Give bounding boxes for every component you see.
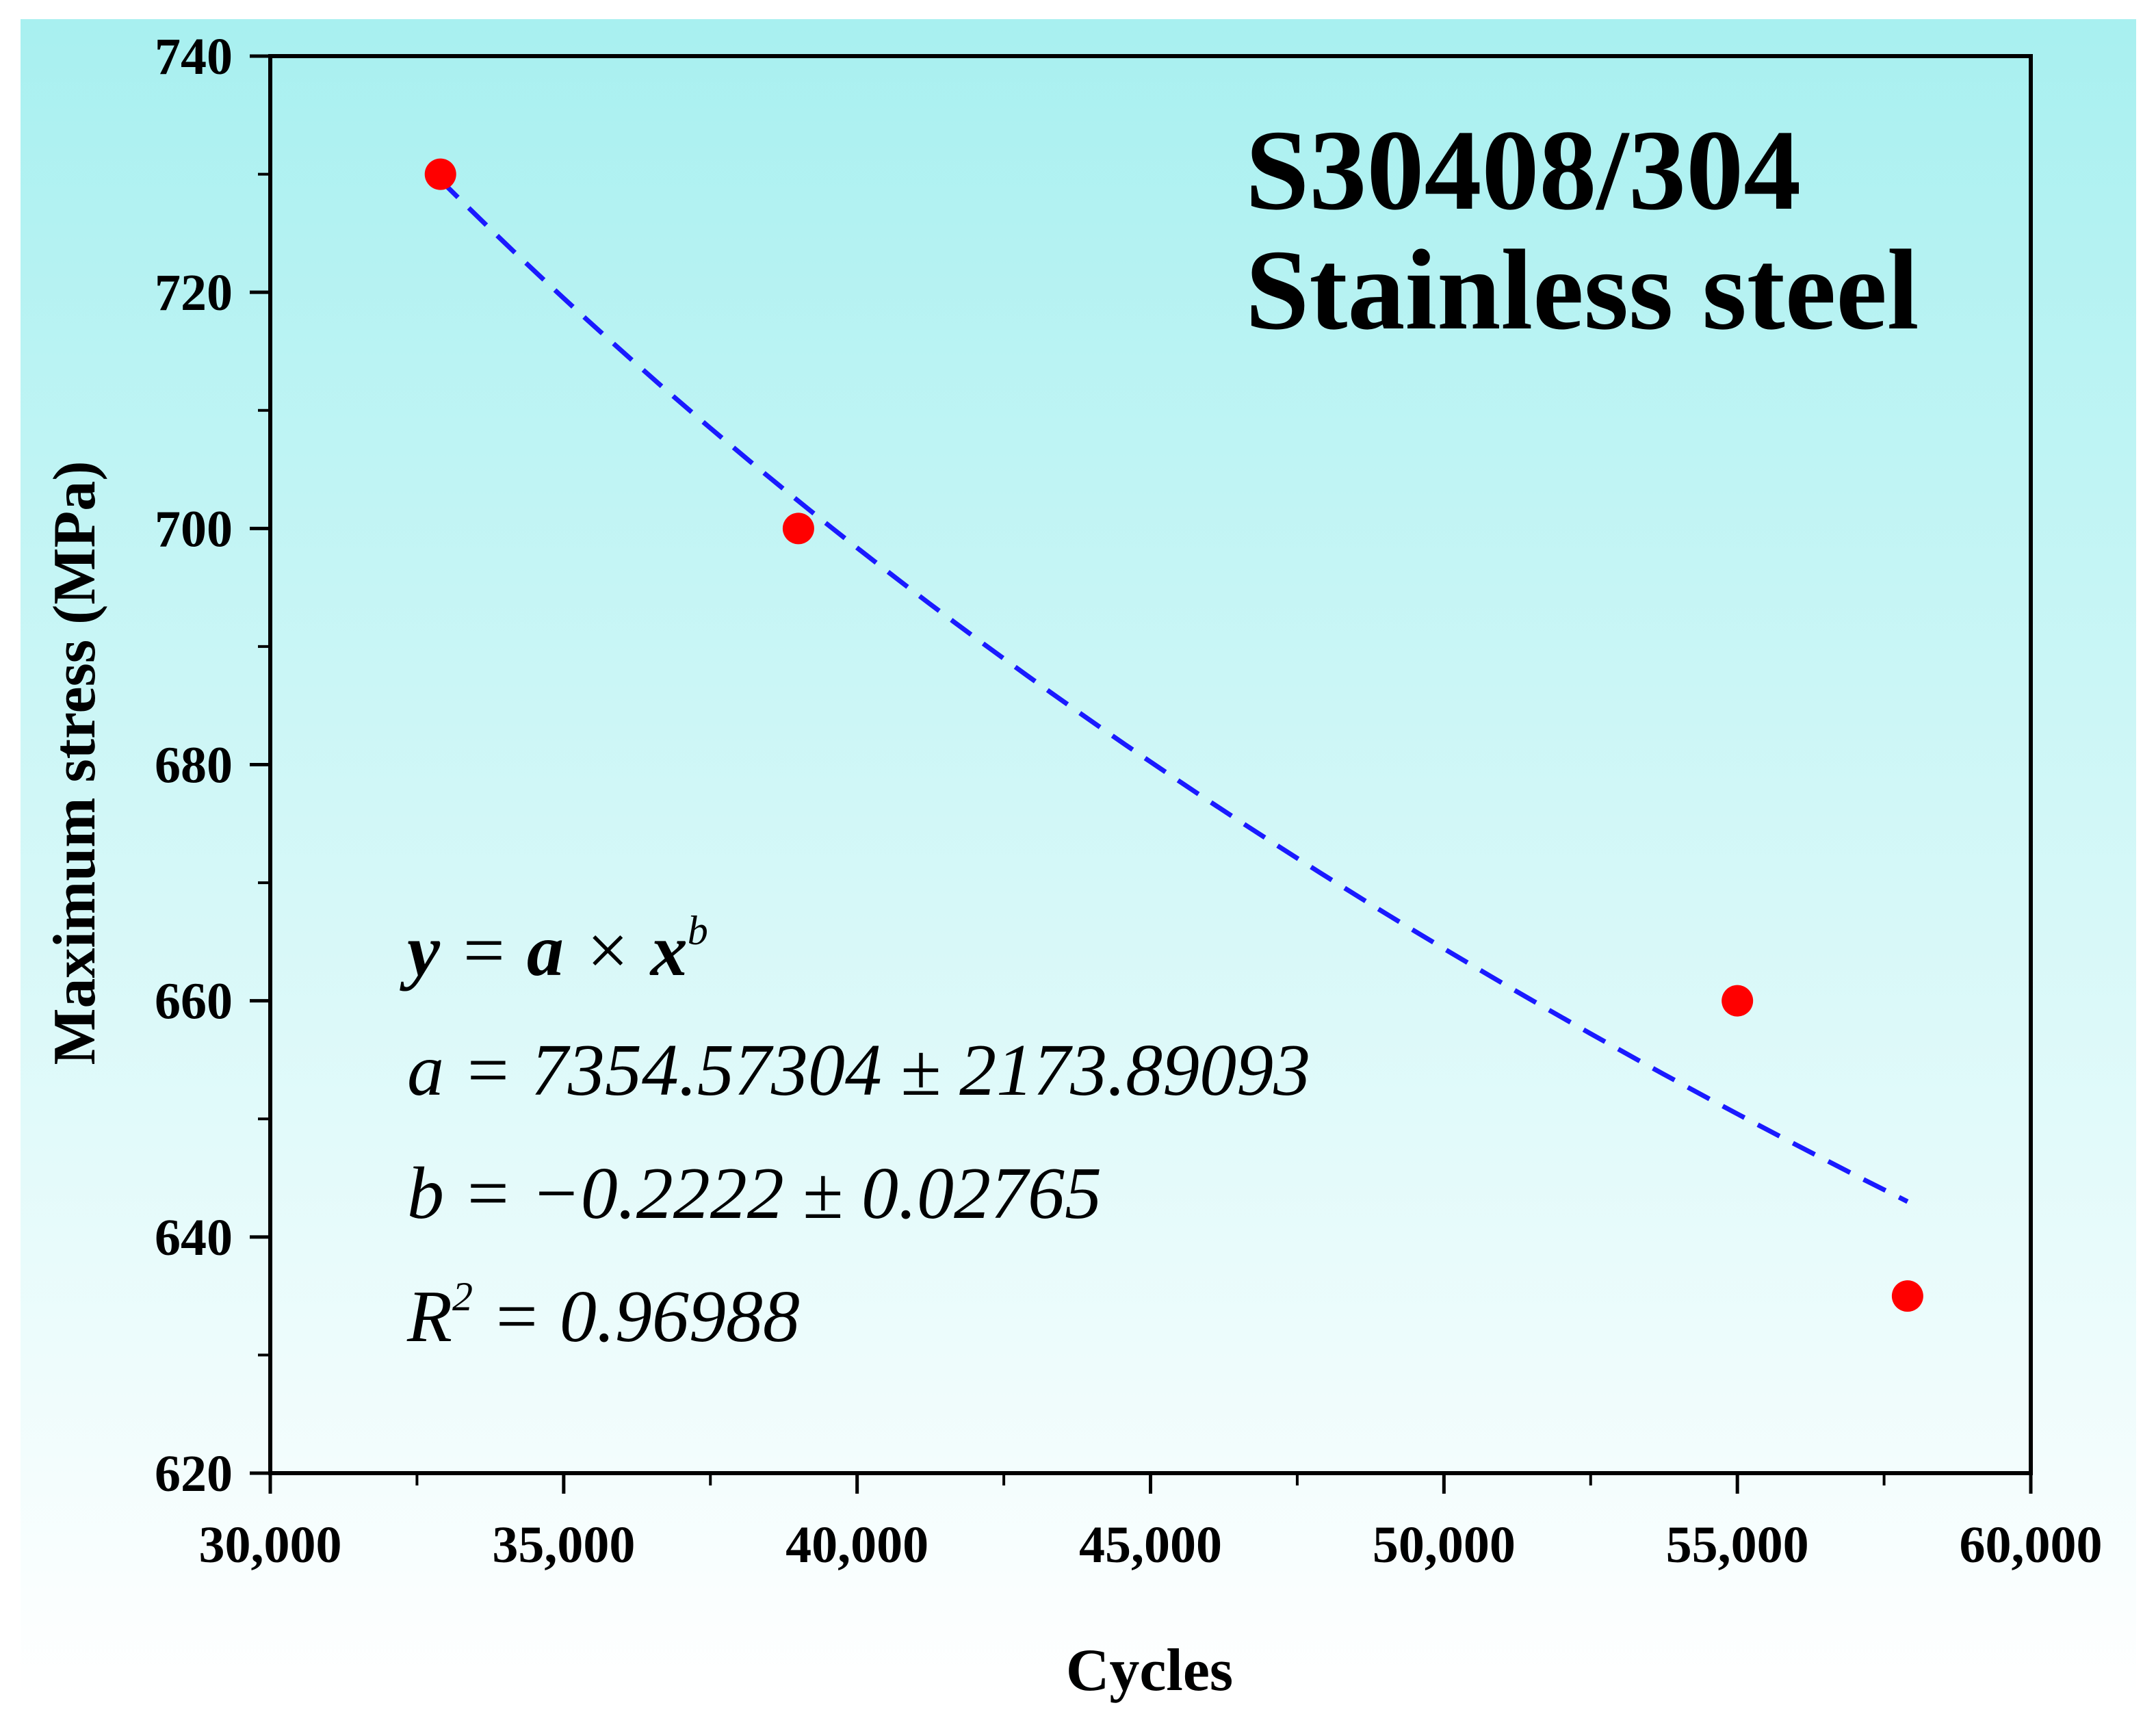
material-title-line1: S30408/304 xyxy=(1245,107,1801,234)
x-tick-label: 35,000 xyxy=(492,1516,635,1574)
y-tick-label: 620 xyxy=(155,1445,233,1503)
data-point xyxy=(1891,1280,1923,1312)
fit-equation: y = a × xb xyxy=(400,908,708,991)
x-tick-label: 50,000 xyxy=(1373,1516,1516,1574)
x-tick-label: 30,000 xyxy=(199,1516,342,1574)
y-tick-label: 720 xyxy=(155,264,233,322)
x-tick-label: 60,000 xyxy=(1960,1516,2103,1574)
x-tick-label: 45,000 xyxy=(1079,1516,1222,1574)
x-axis-title: Cycles xyxy=(1066,1637,1233,1704)
y-tick-label: 660 xyxy=(155,973,233,1030)
material-title-line2: Stainless steel xyxy=(1245,226,1919,354)
y-axis-title: Maximum stress (MPa) xyxy=(42,460,108,1065)
data-point xyxy=(782,512,814,545)
fit-r-squared: R2 = 0.96988 xyxy=(406,1274,800,1358)
chart-background xyxy=(21,19,2136,1696)
y-tick-label: 680 xyxy=(155,737,233,794)
fit-line xyxy=(439,178,1909,1204)
y-tick-label: 740 xyxy=(155,28,233,86)
fit-param-b: b = −0.2222 ± 0.02765 xyxy=(407,1153,1102,1234)
data-point xyxy=(424,158,456,190)
y-tick-label: 640 xyxy=(155,1209,233,1267)
y-tick-label: 700 xyxy=(155,500,233,558)
fit-param-a: a = 7354.57304 ± 2173.89093 xyxy=(407,1030,1310,1111)
x-tick-label: 40,000 xyxy=(785,1516,928,1574)
x-tick-label: 55,000 xyxy=(1666,1516,1809,1574)
data-point xyxy=(1722,985,1754,1017)
plot-area: 30,000 35,000 40,000 45,000 50,000 55,000 60,0… xyxy=(155,28,2103,1574)
